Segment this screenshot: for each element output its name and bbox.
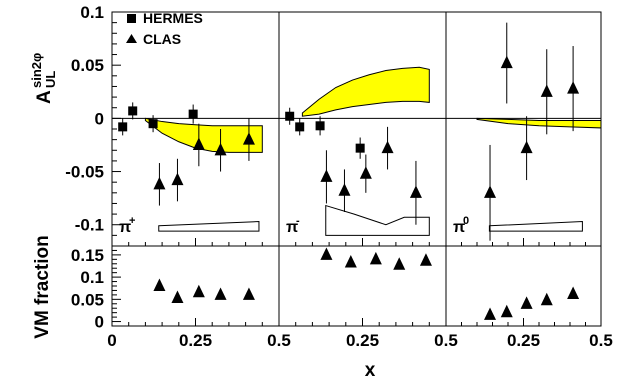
hermes-point <box>128 106 138 116</box>
bottom-ylabel: VM fraction <box>32 235 53 338</box>
x-tick-label: 0.25 <box>507 331 540 350</box>
panel-label-1: π <box>286 219 298 236</box>
vm-fraction-point <box>171 290 184 304</box>
top-y-tick-label: -0.1 <box>75 216 104 235</box>
legend-marker-clas <box>126 34 137 43</box>
theory-band-2 <box>476 117 602 129</box>
xlabel: x <box>365 360 376 381</box>
hermes-point <box>315 121 325 131</box>
clas-point <box>500 55 513 69</box>
vm-fraction-point <box>520 296 533 309</box>
clas-point <box>359 166 372 179</box>
vm-fraction-point <box>344 255 357 268</box>
top-y-tick-label: -0.05 <box>65 163 104 182</box>
clas-point <box>153 176 166 190</box>
clas-point <box>214 142 227 156</box>
hermes-point <box>118 122 128 132</box>
panel-label-superscript-0: + <box>129 215 135 227</box>
top-y-tick-label: 0.1 <box>80 3 104 22</box>
bottom-y-tick-label: 0.15 <box>71 246 104 265</box>
clas-point <box>171 172 184 186</box>
clas-point <box>381 140 394 154</box>
systematic-band-0 <box>158 221 260 232</box>
legend-label-clas: CLAS <box>143 31 181 47</box>
vm-fraction-point <box>500 304 513 318</box>
vm-fraction-point <box>153 278 166 292</box>
top-panel-frame-2 <box>445 11 602 247</box>
hermes-point <box>188 109 198 119</box>
vm-fraction-point <box>393 257 406 270</box>
data-markers <box>118 55 580 320</box>
x-tick-label: 0 <box>107 331 116 350</box>
axis-ticks <box>111 11 602 326</box>
bottom-y-tick-label: 0.1 <box>80 268 104 287</box>
theory-band-1 <box>301 66 430 117</box>
clas-point <box>192 137 205 150</box>
clas-point <box>320 169 333 182</box>
legend: HERMES CLAS <box>126 10 203 47</box>
x-tick-label: 0.5 <box>267 331 291 350</box>
theory-bands <box>144 66 602 153</box>
hermes-point <box>295 122 305 132</box>
vm-fraction-point <box>540 292 553 306</box>
panel-label-2: π <box>453 219 465 236</box>
tick-labels: 0 0.25 0.25 0.250.5 0.5 0.50.10.050-0.05-0.10… <box>65 3 613 350</box>
theory-band-0 <box>144 117 263 153</box>
systematic-band-1 <box>325 204 430 236</box>
clas-point <box>409 185 422 198</box>
hermes-point <box>355 143 365 153</box>
vm-fraction-point <box>320 247 333 260</box>
top-ylabel-subscript: UL <box>43 71 58 88</box>
vm-fraction-point <box>214 287 227 300</box>
bottom-y-tick-label: 0 <box>95 313 104 332</box>
vm-fraction-point <box>242 287 255 300</box>
vm-fraction-point <box>192 284 205 298</box>
bottom-panel-frame-2 <box>445 245 602 327</box>
panel-frames <box>111 11 602 327</box>
clas-point <box>484 185 497 198</box>
vm-fraction-point <box>567 286 580 300</box>
bottom-panel-frame-1 <box>278 245 447 327</box>
vm-fraction-point <box>484 307 497 320</box>
bottom-y-tick-label: 0.05 <box>71 290 104 309</box>
vm-fraction-point <box>369 251 382 265</box>
systematic-bands <box>158 204 583 236</box>
systematic-band-2 <box>488 221 583 232</box>
clas-point <box>567 81 580 94</box>
top-ylabel-main: A <box>34 90 55 104</box>
vm-fraction-point <box>419 253 432 266</box>
top-ylabel: A sin2φ UL <box>29 53 58 104</box>
top-y-tick-label: 0.05 <box>71 56 104 75</box>
bottom-panel-frame-0 <box>111 245 280 327</box>
clas-point <box>338 183 351 196</box>
hermes-point <box>285 111 295 121</box>
x-tick-label: 0.5 <box>434 331 458 350</box>
panel-labels: π+ π-π0 <box>119 215 469 236</box>
top-ylabel-superscript: sin2φ <box>29 53 44 88</box>
x-tick-label: 0.5 <box>589 331 613 350</box>
clas-point <box>242 132 255 145</box>
legend-label-hermes: HERMES <box>143 10 203 26</box>
x-tick-label: 0.25 <box>346 331 379 350</box>
top-y-tick-label: 0 <box>95 109 104 128</box>
clas-point <box>540 84 553 97</box>
panel-label-0: π <box>119 219 131 236</box>
panel-label-superscript-1: - <box>296 215 300 227</box>
hermes-point <box>148 119 158 129</box>
clas-point <box>520 140 533 154</box>
x-tick-label: 0.25 <box>179 331 212 350</box>
legend-marker-hermes <box>127 14 136 23</box>
panel-label-superscript-2: 0 <box>463 215 469 227</box>
